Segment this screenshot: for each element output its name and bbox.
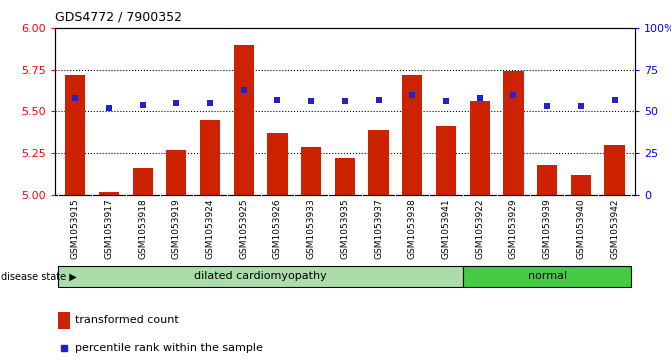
Text: GSM1053925: GSM1053925 bbox=[240, 199, 248, 259]
Point bbox=[272, 97, 283, 103]
Text: GSM1053919: GSM1053919 bbox=[172, 199, 181, 259]
Text: GDS4772 / 7900352: GDS4772 / 7900352 bbox=[55, 11, 182, 24]
Bar bbox=[436, 126, 456, 195]
Bar bbox=[99, 192, 119, 195]
Point bbox=[474, 95, 485, 101]
Point bbox=[373, 97, 384, 103]
Text: GSM1053933: GSM1053933 bbox=[307, 199, 315, 259]
Text: GSM1053938: GSM1053938 bbox=[408, 199, 417, 259]
Point bbox=[171, 100, 182, 106]
Point bbox=[609, 97, 620, 103]
Point bbox=[138, 102, 148, 108]
Text: GSM1053929: GSM1053929 bbox=[509, 199, 518, 259]
Text: GSM1053937: GSM1053937 bbox=[374, 199, 383, 259]
Bar bbox=[503, 72, 523, 195]
Bar bbox=[133, 168, 153, 195]
Point bbox=[576, 103, 586, 109]
Point bbox=[541, 103, 552, 109]
Point bbox=[508, 92, 519, 98]
Text: GSM1053915: GSM1053915 bbox=[70, 199, 80, 259]
Point bbox=[306, 98, 317, 104]
Text: percentile rank within the sample: percentile rank within the sample bbox=[75, 343, 263, 352]
Bar bbox=[605, 145, 625, 195]
Bar bbox=[58, 266, 463, 287]
Text: GSM1053917: GSM1053917 bbox=[105, 199, 113, 259]
Text: GSM1053940: GSM1053940 bbox=[576, 199, 585, 259]
Point bbox=[70, 95, 81, 101]
Point bbox=[340, 98, 350, 104]
Bar bbox=[58, 312, 70, 329]
Bar bbox=[301, 147, 321, 195]
Text: disease state ▶: disease state ▶ bbox=[1, 272, 76, 281]
Text: GSM1053941: GSM1053941 bbox=[442, 199, 450, 259]
Point bbox=[238, 87, 249, 93]
Text: dilated cardiomyopathy: dilated cardiomyopathy bbox=[194, 272, 327, 281]
Text: GSM1053935: GSM1053935 bbox=[340, 199, 350, 259]
Bar bbox=[234, 45, 254, 195]
Bar bbox=[166, 150, 187, 195]
Text: GSM1053939: GSM1053939 bbox=[543, 199, 552, 259]
Bar bbox=[402, 75, 423, 195]
Bar bbox=[65, 75, 85, 195]
Bar bbox=[335, 158, 355, 195]
Bar bbox=[571, 175, 591, 195]
Text: GSM1053942: GSM1053942 bbox=[610, 199, 619, 259]
Text: GSM1053918: GSM1053918 bbox=[138, 199, 147, 259]
Text: GSM1053924: GSM1053924 bbox=[205, 199, 215, 259]
Text: GSM1053922: GSM1053922 bbox=[475, 199, 484, 259]
Text: GSM1053926: GSM1053926 bbox=[273, 199, 282, 259]
Bar bbox=[463, 266, 631, 287]
Bar bbox=[470, 101, 490, 195]
Bar bbox=[537, 165, 557, 195]
Point bbox=[407, 92, 417, 98]
Point bbox=[103, 105, 114, 111]
Bar bbox=[267, 133, 288, 195]
Bar bbox=[368, 130, 389, 195]
Point bbox=[205, 100, 215, 106]
Text: transformed count: transformed count bbox=[75, 315, 179, 325]
Point bbox=[441, 98, 452, 104]
Bar bbox=[200, 120, 220, 195]
Text: normal: normal bbox=[527, 272, 567, 281]
